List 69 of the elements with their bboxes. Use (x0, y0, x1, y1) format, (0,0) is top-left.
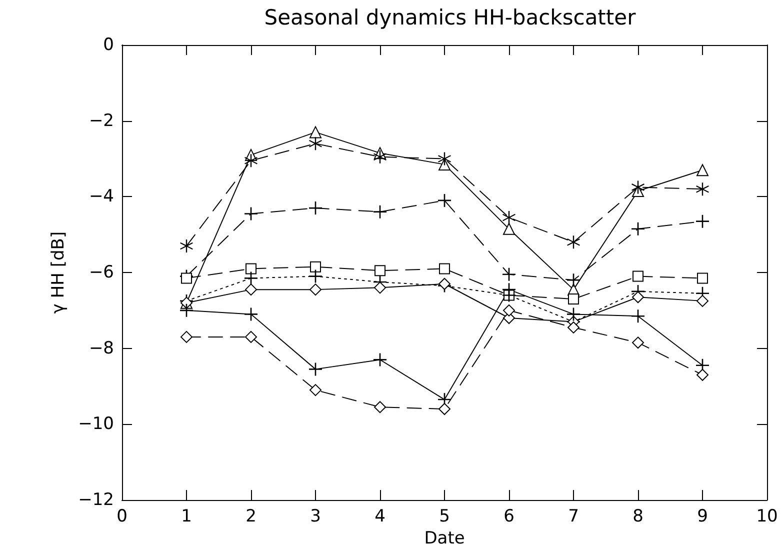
x-tick-label: 0 (116, 506, 128, 526)
point (696, 182, 709, 196)
point (503, 222, 515, 235)
point (632, 291, 644, 304)
point (632, 270, 644, 282)
point (244, 308, 258, 321)
point (696, 164, 708, 176)
point (632, 310, 644, 323)
y-tick-label: −8 (88, 338, 114, 358)
point (502, 211, 516, 224)
point (310, 284, 322, 296)
x-tick-label: 1 (181, 506, 192, 526)
point (374, 205, 386, 218)
point (567, 308, 580, 321)
x-tick-label: 8 (632, 506, 644, 526)
point (374, 401, 386, 414)
point (245, 330, 257, 343)
point (502, 268, 516, 281)
point (696, 294, 708, 307)
y-tick-label: −2 (88, 110, 114, 131)
point (503, 304, 515, 316)
point (180, 330, 192, 343)
point (309, 270, 322, 283)
point (374, 282, 386, 294)
point (696, 368, 708, 381)
y-tick-label: −4 (88, 186, 114, 207)
point (567, 236, 580, 249)
point (310, 384, 322, 396)
point (374, 150, 386, 164)
point (244, 207, 258, 220)
point (244, 272, 258, 285)
x-tick-label: 10 (756, 506, 778, 526)
x-tick-label: 4 (374, 506, 386, 526)
point (438, 403, 450, 415)
point (439, 263, 450, 274)
x-axis-title: Date (424, 528, 465, 548)
point (310, 126, 322, 138)
point (246, 263, 256, 274)
point (309, 137, 322, 150)
y-axis-title: γ HH [dB] (48, 231, 69, 314)
point (697, 272, 708, 284)
x-tick-label: 9 (697, 506, 708, 526)
point (181, 272, 192, 284)
point (632, 222, 644, 236)
y-tick-label: −6 (88, 262, 114, 282)
y-tick-label: −10 (78, 414, 114, 434)
point (696, 214, 709, 228)
point (309, 362, 322, 376)
point (438, 152, 451, 166)
x-tick-label: 6 (504, 506, 514, 526)
point (632, 336, 644, 349)
point (568, 321, 580, 334)
point (632, 180, 644, 194)
chart-title: Seasonal dynamics HH-backscatter (264, 6, 636, 30)
x-tick-label: 3 (310, 506, 321, 526)
y-tick-label: −12 (78, 490, 114, 510)
point (374, 353, 386, 366)
point (374, 265, 386, 276)
x-tick-label: 2 (246, 506, 256, 526)
y-tick-label: 0 (103, 35, 114, 55)
point (438, 158, 450, 170)
point (568, 294, 579, 305)
point (438, 278, 450, 290)
x-tick-label: 5 (439, 506, 450, 526)
x-tick-label: 7 (568, 506, 579, 526)
point (245, 284, 257, 296)
point (244, 154, 258, 168)
point (310, 261, 321, 272)
point (180, 239, 193, 252)
